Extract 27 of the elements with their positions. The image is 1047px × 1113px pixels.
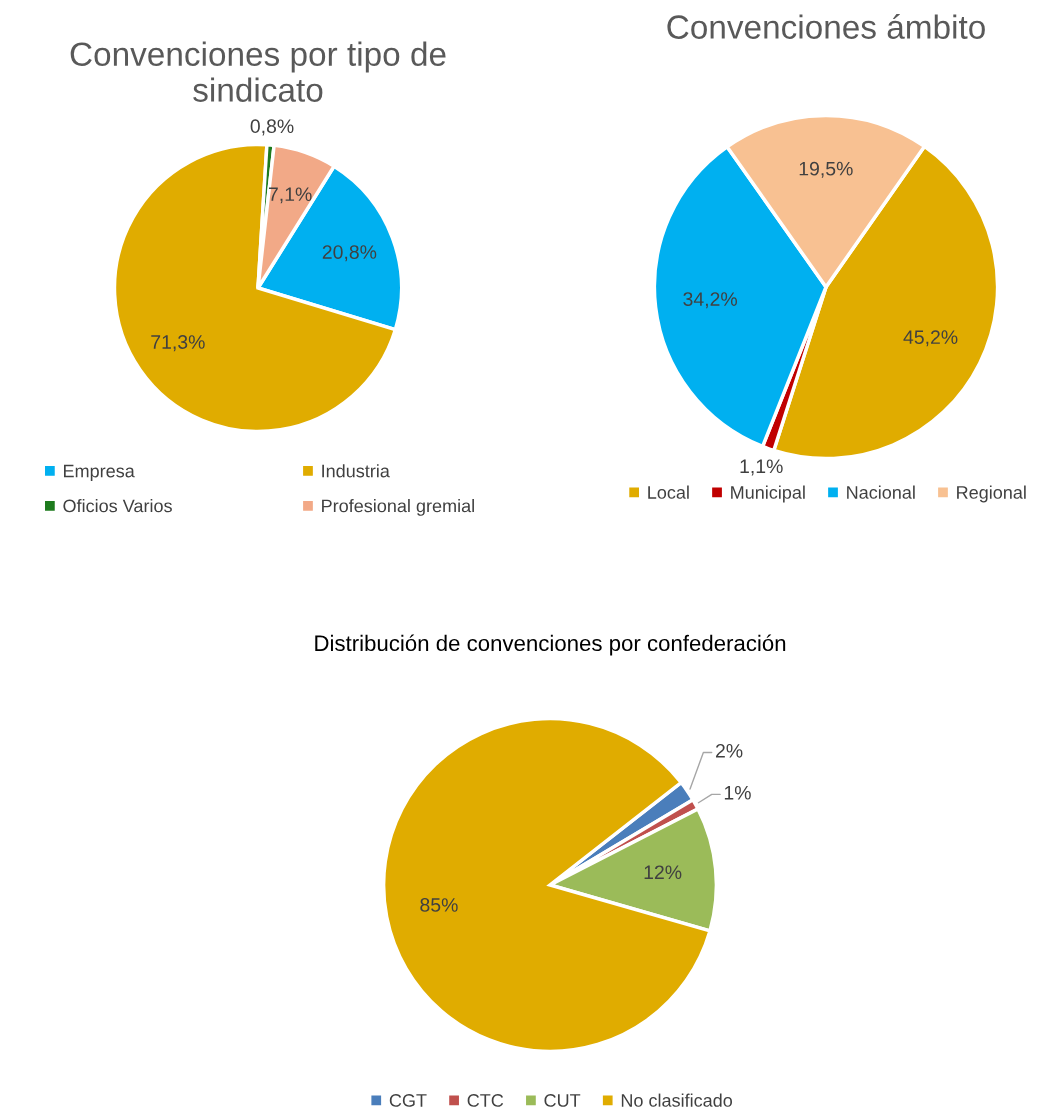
legend-label: Empresa <box>64 464 135 481</box>
legend-label: Local <box>648 485 689 499</box>
data-label: 20,8% <box>322 245 377 262</box>
legend-label: No clasificado <box>621 1093 733 1107</box>
chart-title: Convenciones ámbito <box>667 14 985 39</box>
data-label: 2% <box>715 743 743 758</box>
chart-title: Convenciones por tipo de sindicato <box>70 41 446 102</box>
data-label: 45,2% <box>903 330 958 347</box>
data-label: 0,8% <box>250 119 294 136</box>
chart-title: Distribución de convenciones por confederación <box>315 634 786 656</box>
data-label: 34,2% <box>683 292 737 309</box>
data-label: 19,5% <box>799 161 853 178</box>
data-label: 1% <box>724 785 751 800</box>
legend-label: Oficios Varios <box>63 499 172 513</box>
legend-label: Municipal <box>731 485 805 503</box>
legend-label: CGT <box>389 1094 427 1107</box>
data-label: 71,3% <box>151 335 205 352</box>
legend-label: Nacional <box>847 485 915 499</box>
data-label: 1,1% <box>740 459 783 476</box>
legend-label: CUT <box>544 1094 581 1107</box>
data-label: 85% <box>420 898 458 912</box>
legend-label: Industria <box>322 464 390 478</box>
legend-label: CTC <box>467 1094 504 1107</box>
data-label: 7,1% <box>268 187 312 204</box>
legend-label: Profesional gremial <box>322 499 474 516</box>
data-label: 12% <box>644 865 682 880</box>
legend-label: Regional <box>957 485 1026 503</box>
